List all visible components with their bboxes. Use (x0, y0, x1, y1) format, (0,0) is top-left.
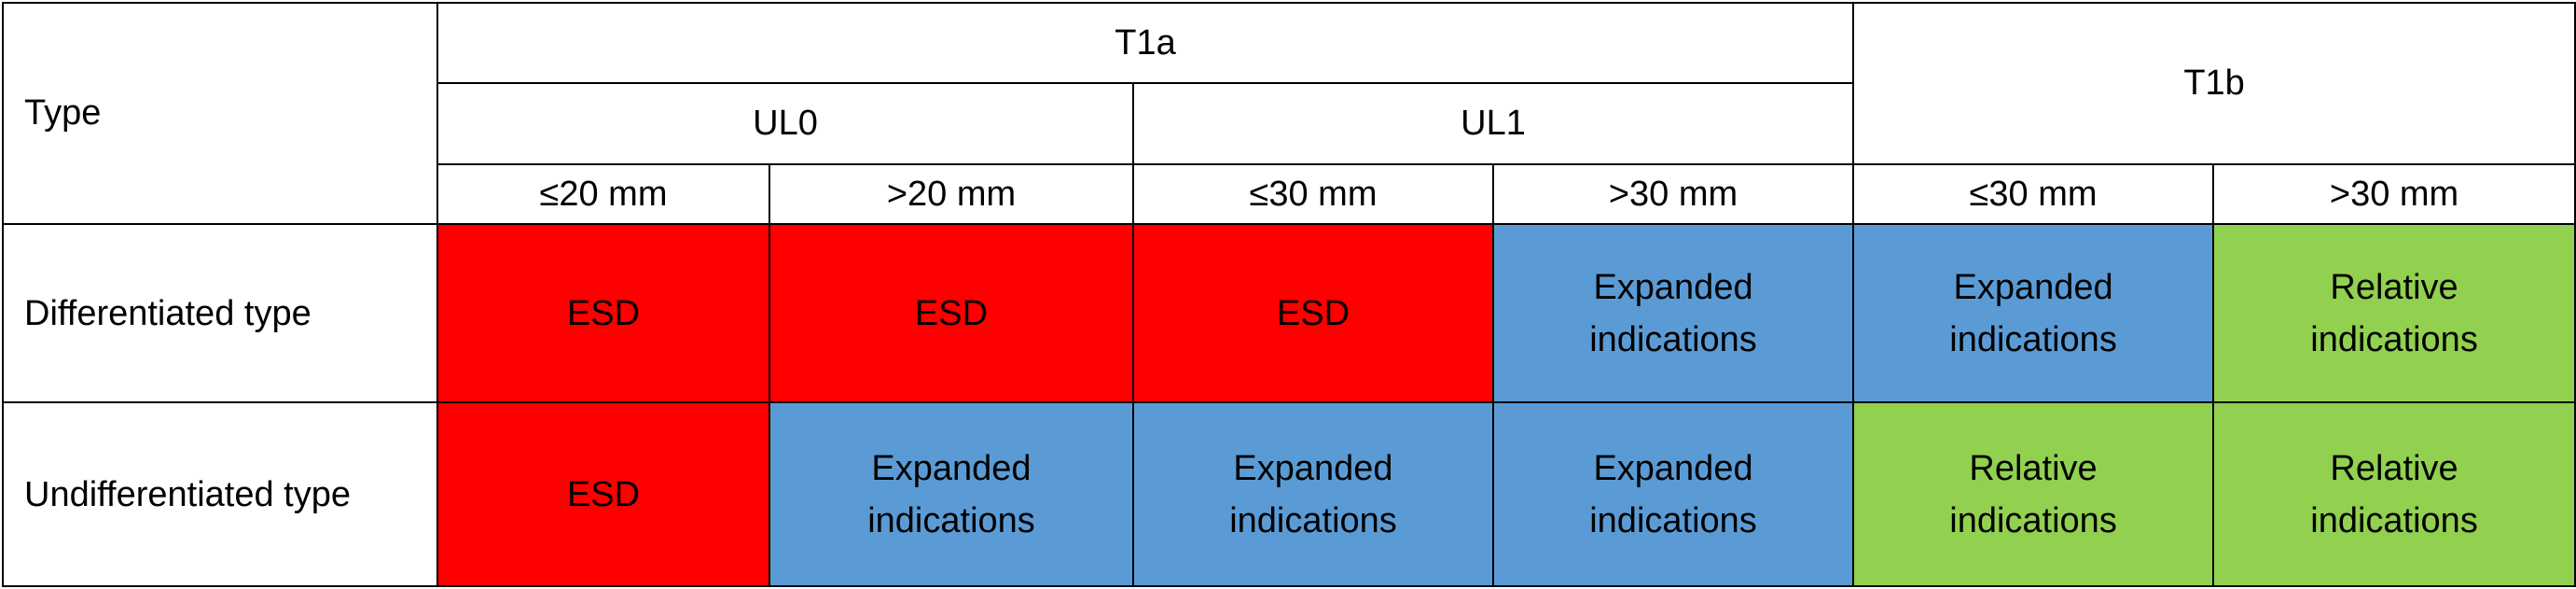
row-label: Differentiated type (2, 222, 438, 404)
cell-undiff-ul0-gt20: Expanded indications (769, 401, 1134, 587)
cell-undiff-t1b-le30: Relative indications (1852, 401, 2215, 587)
size-header-t1b-le30: ≤30 mm (1852, 162, 2215, 225)
type-header: Type (2, 2, 438, 225)
cell-line2: indications (2310, 319, 2478, 359)
cell-diff-t1b-gt30: Relative indications (2212, 222, 2576, 404)
cell-line1: ESD (566, 474, 641, 514)
cell-line2: indications (1949, 500, 2117, 540)
cell-diff-ul1-le30: ESD (1132, 222, 1494, 404)
cell-line1: ESD (914, 293, 989, 333)
cell-line2: indications (1949, 319, 2117, 359)
cell-line2: indications (1589, 319, 1757, 359)
size-header-ul1-gt30: >30 mm (1491, 162, 1855, 225)
t1a-header: T1a (436, 1, 1855, 85)
table-row: Undifferentiated type ESD Expanded indic… (2, 401, 2576, 587)
cell-line1: Relative (1969, 448, 2098, 488)
cell-diff-ul0-gt20: ESD (769, 222, 1134, 404)
ul1-header: UL1 (1131, 82, 1855, 165)
cell-undiff-ul0-le20: ESD (436, 401, 770, 587)
size-header-ul1-le30: ≤30 mm (1132, 162, 1494, 225)
t1b-header: T1b (1852, 2, 2576, 165)
size-header-ul0-gt20: >20 mm (769, 162, 1134, 225)
cell-line2: indications (1589, 500, 1757, 540)
cell-line1: Relative (2330, 267, 2458, 307)
cell-diff-ul1-gt30: Expanded indications (1491, 222, 1855, 404)
cell-line1: Relative (2330, 448, 2458, 488)
cell-line1: Expanded (871, 448, 1032, 488)
cell-line1: ESD (1276, 293, 1350, 333)
cell-diff-t1b-le30: Expanded indications (1852, 222, 2215, 404)
cell-line1: ESD (566, 293, 641, 333)
cell-undiff-t1b-gt30: Relative indications (2212, 401, 2576, 587)
cell-diff-ul0-le20: ESD (436, 222, 770, 404)
cell-line2: indications (2310, 500, 2478, 540)
cell-line1: Expanded (1233, 448, 1393, 488)
cell-line2: indications (867, 500, 1035, 540)
cell-line2: indications (1229, 500, 1397, 540)
size-header-t1b-gt30: >30 mm (2212, 162, 2576, 225)
cell-line1: Expanded (1593, 267, 1753, 307)
cell-undiff-ul1-le30: Expanded indications (1132, 401, 1494, 587)
cell-line1: Expanded (1953, 267, 2113, 307)
cell-line1: Expanded (1593, 448, 1753, 488)
table-row: Differentiated type ESD ESD ESD Expanded… (2, 222, 2576, 404)
ul0-header: UL0 (436, 82, 1134, 165)
cell-undiff-ul1-gt30: Expanded indications (1491, 401, 1855, 587)
row-label: Undifferentiated type (2, 401, 438, 587)
size-header-ul0-le20: ≤20 mm (436, 162, 770, 225)
